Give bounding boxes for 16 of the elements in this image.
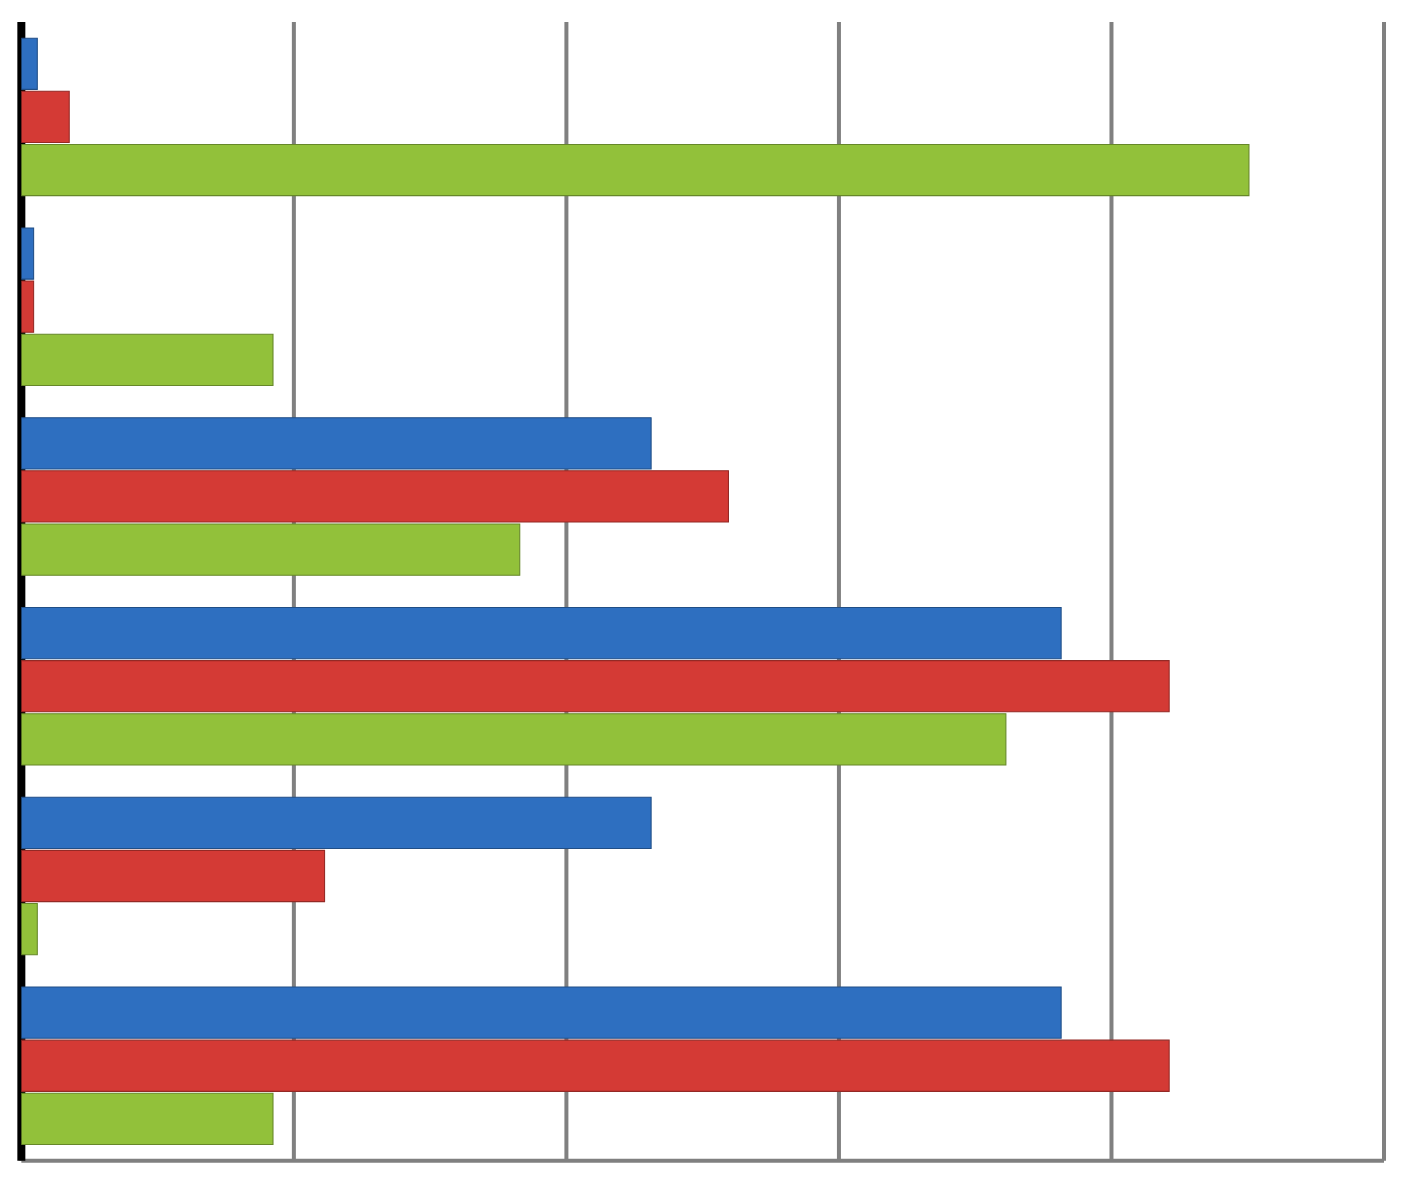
bar xyxy=(21,1092,274,1146)
bar xyxy=(21,333,274,386)
bar xyxy=(21,796,652,850)
bar xyxy=(21,523,521,576)
bar xyxy=(21,660,1170,713)
bar xyxy=(21,902,38,956)
bar xyxy=(21,417,652,470)
bar xyxy=(21,606,1062,660)
bar xyxy=(21,713,1007,766)
bar xyxy=(21,986,1062,1039)
bar xyxy=(21,37,38,90)
bar xyxy=(21,90,70,144)
bar xyxy=(21,143,1250,197)
bar xyxy=(21,849,326,903)
bar xyxy=(21,470,729,523)
bar xyxy=(21,1039,1170,1092)
